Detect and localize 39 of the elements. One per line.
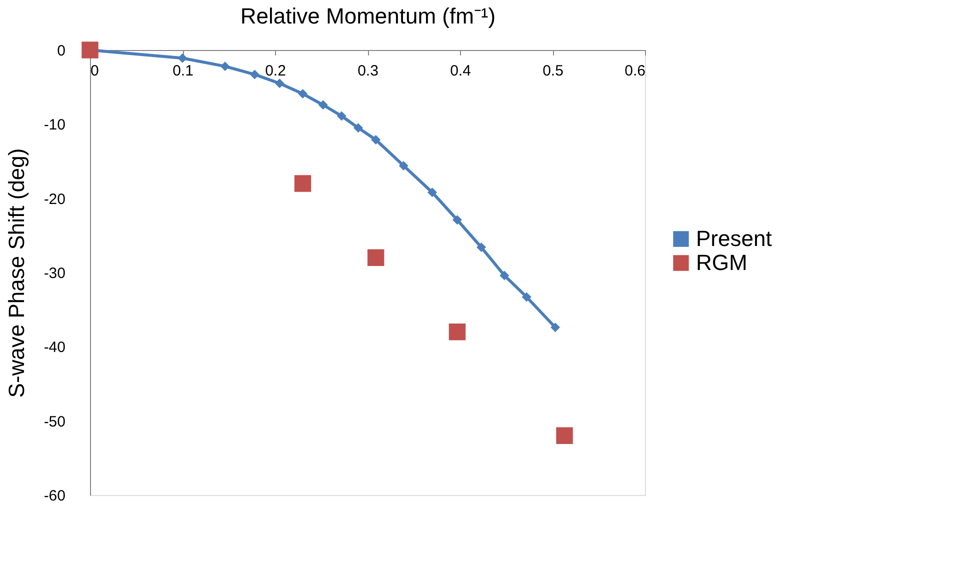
point [556, 427, 573, 444]
point [294, 175, 312, 192]
y-tick-label: -40 [44, 339, 66, 356]
x-axis-title: Relative Momentum (fm⁻¹) [240, 4, 496, 28]
x-tick-label: 0.1 [172, 62, 194, 80]
x-tick-label: 0.4 [450, 62, 471, 80]
point [428, 188, 437, 198]
point [398, 160, 408, 170]
point [318, 100, 328, 110]
x-tick-label: 0 [90, 62, 99, 80]
point [354, 123, 363, 133]
point [336, 111, 346, 121]
y-tick-label: -30 [44, 265, 66, 282]
y-axis-title: S-wave Phase Shift (deg) [4, 148, 29, 398]
y-tick-label: -50 [44, 413, 66, 430]
y-tick-label: -20 [44, 190, 66, 208]
point [274, 78, 284, 88]
point [220, 62, 230, 72]
y-tick-label: 0 [57, 42, 66, 60]
point [500, 270, 510, 280]
x-tick-label: 0.6 [624, 62, 646, 80]
point [250, 70, 260, 80]
point [452, 215, 462, 225]
legend-label: RGM [696, 250, 748, 275]
x-tick-label: 0.3 [358, 62, 378, 80]
y-tick-label: -60 [44, 488, 66, 504]
point [367, 249, 384, 266]
point [550, 322, 560, 332]
x-tick-label: 0.2 [265, 62, 286, 80]
point [371, 135, 381, 144]
point [448, 323, 466, 340]
point [476, 242, 486, 252]
legend-label: Present [696, 226, 772, 251]
x-tick-label: 0.5 [542, 62, 564, 80]
point [298, 89, 308, 98]
point [522, 292, 532, 302]
point [178, 53, 188, 63]
point [82, 42, 98, 58]
y-tick-label: -10 [44, 116, 66, 134]
